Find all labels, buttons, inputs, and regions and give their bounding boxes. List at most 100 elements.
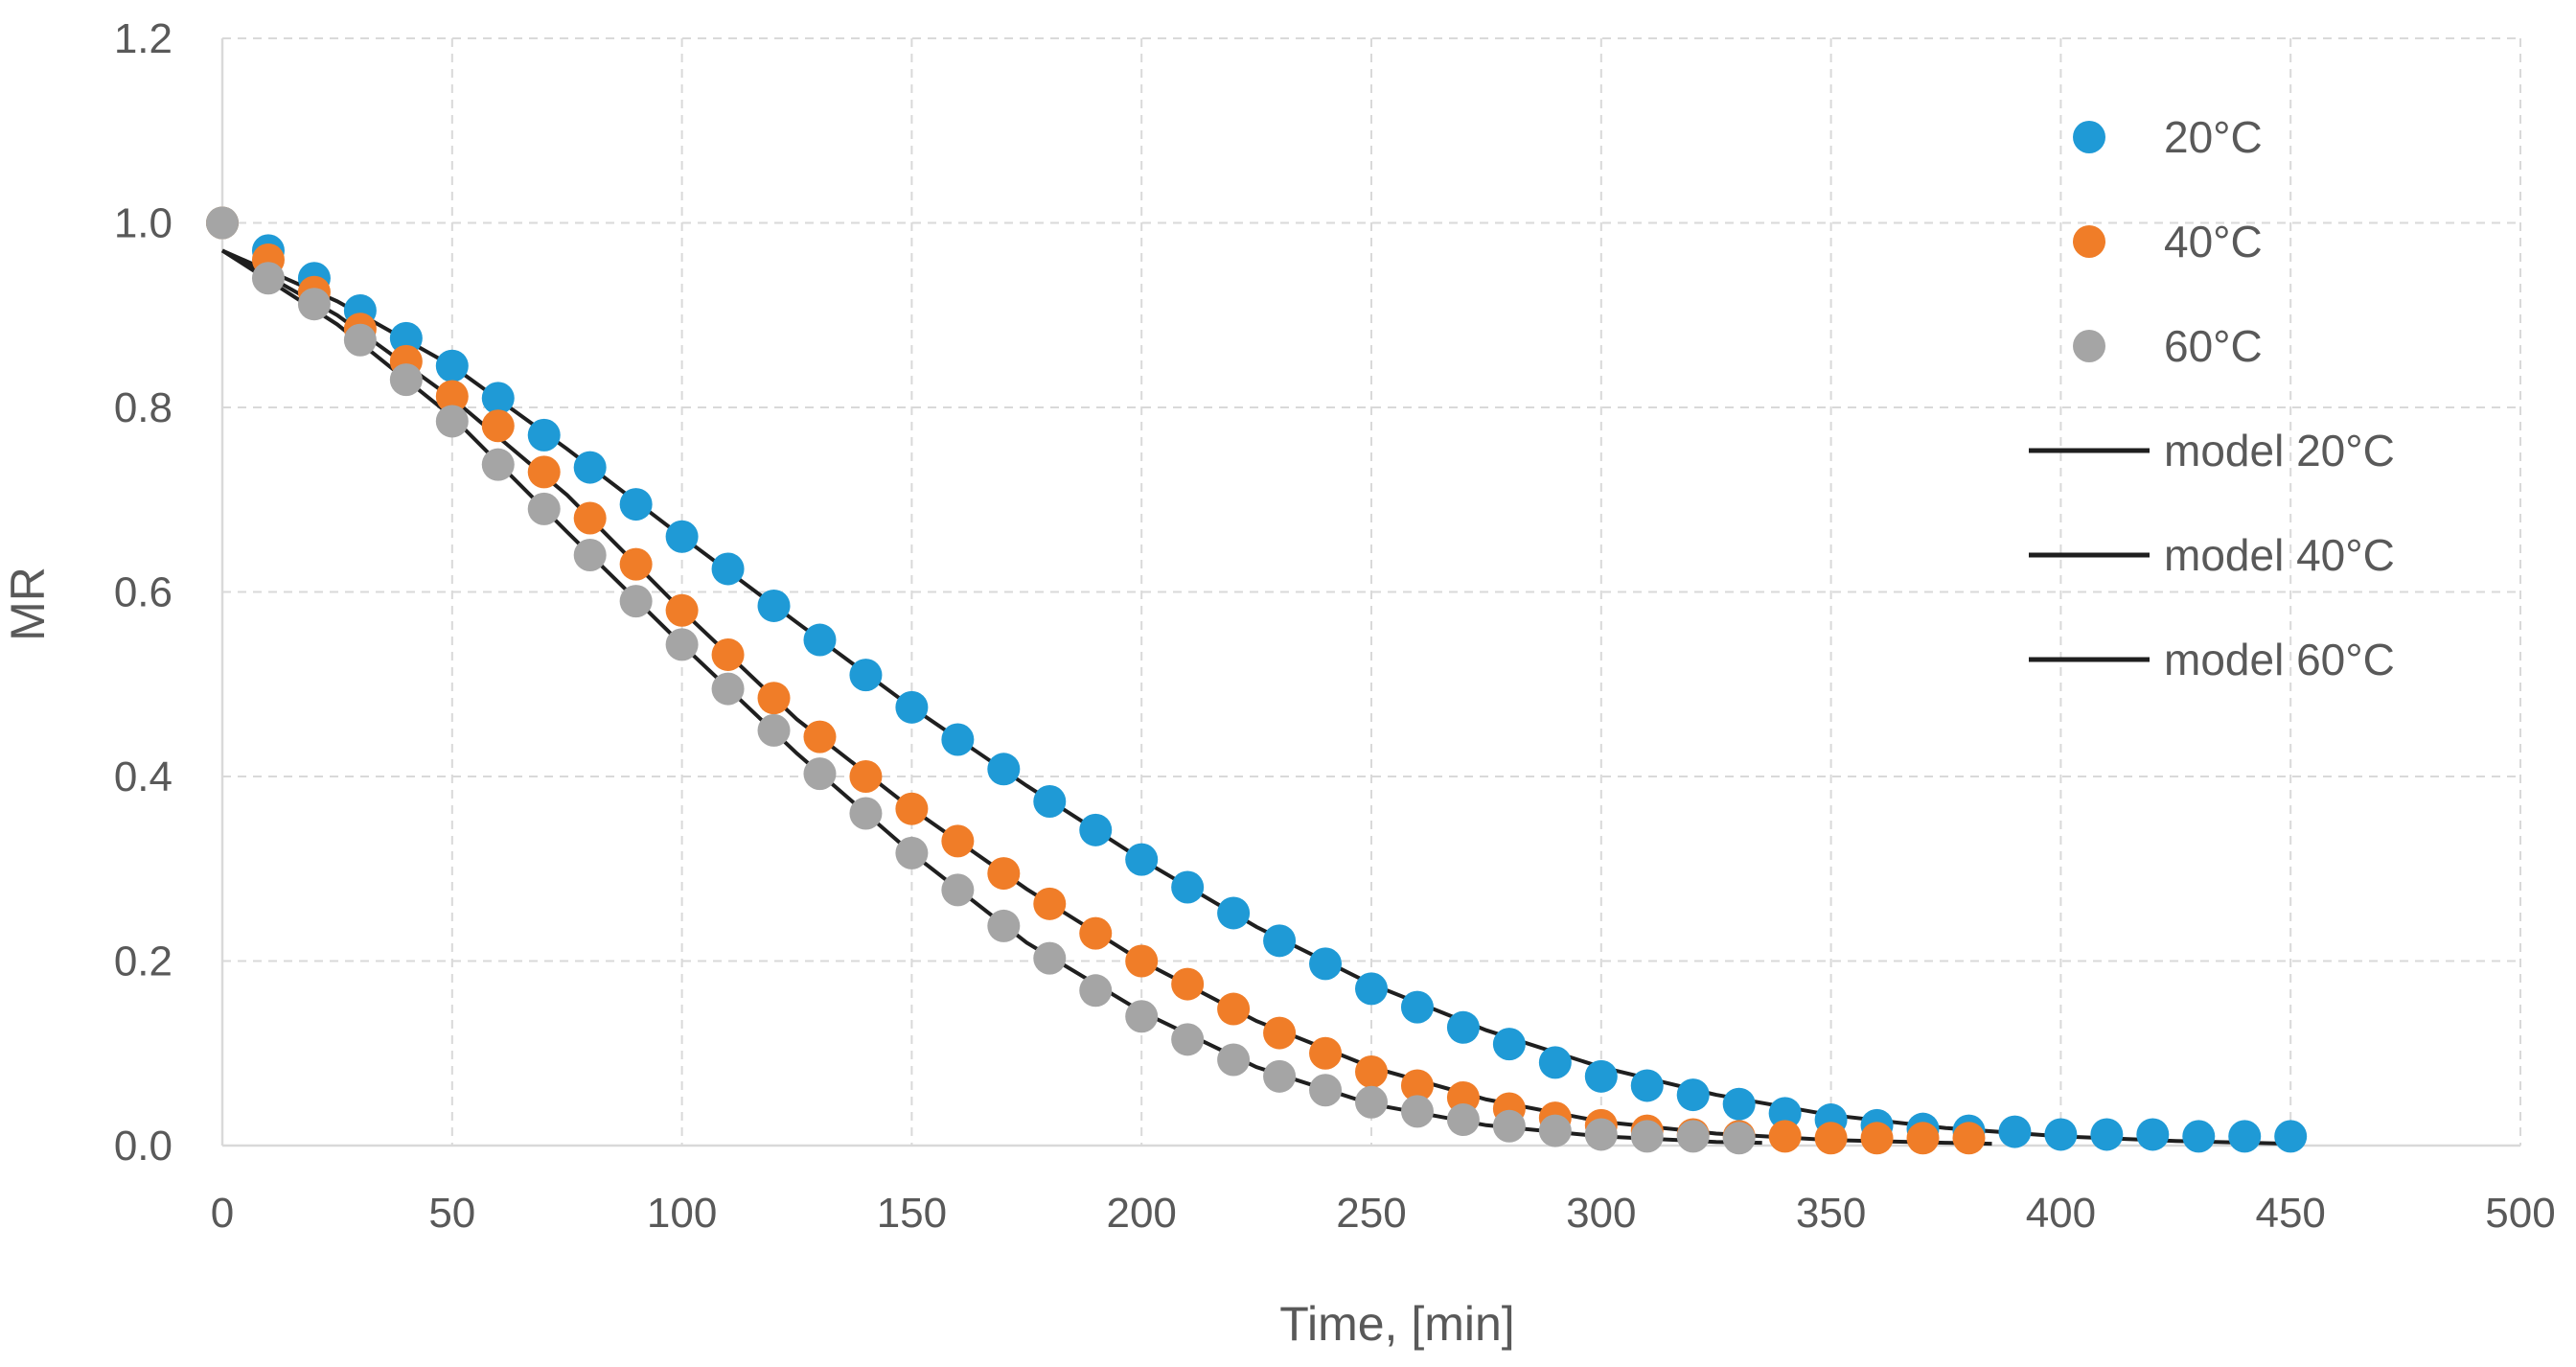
y-tick-label: 1.2 [114, 15, 172, 62]
point-20c [2228, 1120, 2262, 1153]
point-60c [711, 672, 745, 706]
x-tick-label: 0 [211, 1190, 234, 1237]
point-40c [527, 455, 561, 489]
point-60c [895, 836, 929, 869]
point-40c [1860, 1122, 1894, 1155]
point-60c [757, 713, 791, 747]
point-60c [1722, 1122, 1756, 1155]
point-40c [849, 760, 883, 793]
legend-label-model-60-c: model 60°C [2164, 635, 2395, 684]
point-60c [1446, 1103, 1480, 1137]
point-40c [1079, 916, 1113, 950]
point-20c [665, 520, 699, 553]
point-40c [1309, 1036, 1343, 1070]
x-tick-label: 350 [1796, 1190, 1866, 1237]
point-20c [803, 623, 837, 657]
point-20c [1538, 1046, 1572, 1079]
point-40c [1355, 1055, 1388, 1088]
data-points [206, 206, 2308, 1155]
point-60c [435, 405, 469, 438]
point-20c [527, 418, 561, 452]
legend-label-60-c: 60°C [2164, 321, 2263, 371]
point-40c [1217, 992, 1251, 1026]
point-20c [1125, 843, 1159, 876]
x-tick-label: 150 [877, 1190, 947, 1237]
point-60c [1125, 1000, 1159, 1033]
point-60c [527, 492, 561, 525]
point-20c [941, 723, 975, 756]
point-40c [1400, 1069, 1434, 1102]
point-20c [1355, 972, 1388, 1006]
point-20c [1400, 990, 1434, 1024]
point-60c [389, 363, 423, 397]
legend: 20°C 40°C 60°C model 20°C model 40°C model 60… [2029, 112, 2395, 684]
point-40c [1768, 1120, 1802, 1153]
point-60c [665, 628, 699, 661]
point-40c [665, 593, 699, 627]
x-tick-label: 100 [647, 1190, 717, 1237]
point-60c [1400, 1095, 1434, 1128]
point-20c [1171, 870, 1205, 904]
point-20c [757, 589, 791, 622]
x-axis-title: Time, [min] [1279, 1297, 1514, 1351]
y-tick-label: 0.6 [114, 569, 172, 616]
point-60c [1630, 1120, 1664, 1153]
point-40c [1033, 887, 1067, 920]
point-60c [1217, 1043, 1251, 1077]
point-60c [803, 757, 837, 791]
point-40c [1906, 1122, 1940, 1155]
point-20c [1998, 1115, 2032, 1148]
point-20c [1768, 1097, 1802, 1130]
point-20c [1584, 1059, 1618, 1093]
point-20c [1309, 947, 1343, 981]
point-60c [941, 873, 975, 907]
point-20c [987, 753, 1021, 786]
legend-marker-60-c [2073, 330, 2105, 362]
point-20c [1630, 1069, 1664, 1102]
legend-label-model-40-c: model 40°C [2164, 530, 2395, 580]
x-tick-label: 250 [1336, 1190, 1406, 1237]
legend-label-40-c: 40°C [2164, 217, 2263, 266]
point-60c [987, 909, 1021, 942]
point-60c [619, 585, 653, 618]
point-60c [206, 206, 239, 240]
point-60c [481, 448, 515, 481]
point-20c [895, 690, 929, 724]
point-20c [2090, 1118, 2124, 1151]
legend-marker-40-c [2073, 225, 2105, 258]
point-20c [435, 349, 469, 382]
point-20c [1676, 1078, 1710, 1112]
point-60c [1538, 1114, 1572, 1147]
point-40c [895, 792, 929, 825]
point-40c [1263, 1016, 1297, 1050]
point-60c [573, 539, 607, 571]
model-line-model-20-c [221, 248, 2291, 1147]
point-20c [1263, 924, 1297, 958]
point-60c [1492, 1109, 1526, 1143]
point-60c [1355, 1085, 1388, 1119]
point-40c [1814, 1122, 1848, 1155]
point-20c [2274, 1120, 2308, 1153]
point-40c [987, 857, 1021, 891]
point-60c [849, 797, 883, 830]
point-20c [1492, 1028, 1526, 1061]
legend-label-20-c: 20°C [2164, 112, 2263, 162]
point-40c [573, 501, 607, 535]
point-20c [1217, 896, 1251, 930]
point-60c [1263, 1059, 1297, 1093]
point-40c [803, 720, 837, 753]
point-20c [1446, 1010, 1480, 1044]
point-20c [389, 321, 423, 355]
point-40c [619, 547, 653, 581]
point-20c [1033, 784, 1067, 818]
y-tick-label: 0.2 [114, 938, 172, 985]
y-tick-label: 0.8 [114, 384, 172, 431]
point-20c [1079, 813, 1113, 846]
point-20c [711, 552, 745, 586]
x-tick-label: 200 [1106, 1190, 1176, 1237]
point-60c [1584, 1118, 1618, 1151]
x-tick-label: 400 [2026, 1190, 2096, 1237]
point-60c [1033, 941, 1067, 975]
point-60c [251, 262, 285, 295]
